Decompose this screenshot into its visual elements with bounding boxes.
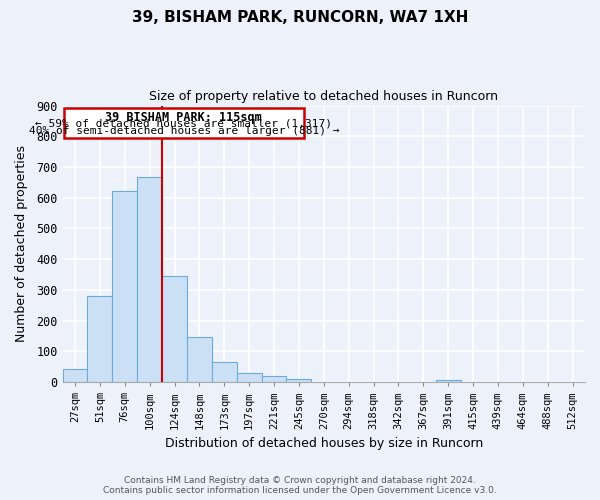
Bar xyxy=(187,336,212,382)
Bar xyxy=(212,362,237,382)
Bar xyxy=(62,368,88,382)
Bar xyxy=(137,177,162,382)
Text: 39 BISHAM PARK: 115sqm: 39 BISHAM PARK: 115sqm xyxy=(106,112,262,124)
Text: ← 59% of detached houses are smaller (1,317): ← 59% of detached houses are smaller (1,… xyxy=(35,119,332,129)
Title: Size of property relative to detached houses in Runcorn: Size of property relative to detached ho… xyxy=(149,90,498,103)
Text: 39, BISHAM PARK, RUNCORN, WA7 1XH: 39, BISHAM PARK, RUNCORN, WA7 1XH xyxy=(132,10,468,25)
X-axis label: Distribution of detached houses by size in Runcorn: Distribution of detached houses by size … xyxy=(164,437,483,450)
Bar xyxy=(436,380,461,382)
Bar xyxy=(112,192,137,382)
Text: Contains HM Land Registry data © Crown copyright and database right 2024.
Contai: Contains HM Land Registry data © Crown c… xyxy=(103,476,497,495)
Y-axis label: Number of detached properties: Number of detached properties xyxy=(15,146,28,342)
FancyBboxPatch shape xyxy=(64,108,304,138)
Bar xyxy=(262,376,286,382)
Text: 40% of semi-detached houses are larger (881) →: 40% of semi-detached houses are larger (… xyxy=(29,126,339,136)
Bar xyxy=(162,276,187,382)
Bar xyxy=(237,373,262,382)
Bar xyxy=(88,296,112,382)
Bar xyxy=(286,379,311,382)
